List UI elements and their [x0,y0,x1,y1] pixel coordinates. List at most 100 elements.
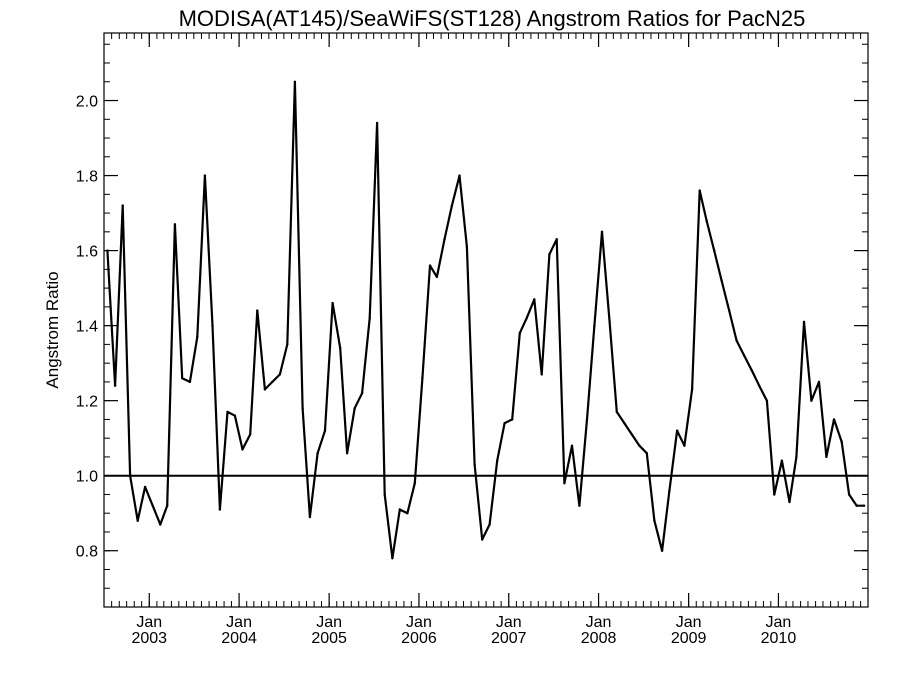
data-point [773,493,776,496]
data-point [780,459,784,462]
series-line [106,80,865,560]
data-point [817,380,821,384]
data-point [450,204,454,207]
data-point [241,448,244,451]
data-point [458,174,461,177]
plot-frame [103,32,869,608]
data-point [847,493,851,496]
data-point [548,253,551,256]
data-point [435,275,439,279]
data-point [615,410,618,414]
y-axis-label: Angstrom Ratio [43,271,62,388]
data-point [128,474,132,477]
y-tick-label: 1.6 [76,244,98,261]
y-tick-label: 1.8 [76,169,98,186]
data-point [406,512,409,515]
data-point [862,504,866,507]
data-point [188,380,192,384]
data-point [825,455,828,459]
x-tick-month-label: Jan [496,614,522,631]
y-tick-label: 0.8 [76,544,98,561]
data-point [473,463,476,466]
data-point [788,500,791,504]
data-point [638,444,641,447]
x-tick-year-label: 2003 [131,630,167,647]
data-point [600,230,604,233]
data-point [173,223,177,226]
data-point [421,377,424,380]
data-point [331,301,334,305]
data-point [570,444,574,447]
data-point [683,444,686,447]
x-tick-year-label: 2005 [311,630,347,647]
data-point [593,324,596,327]
data-point [743,354,746,357]
data-point [428,264,432,267]
data-point [398,508,401,511]
y-tick-label: 1.4 [76,319,98,336]
data-point [488,523,491,526]
data-point [840,440,843,444]
data-point [810,399,813,402]
data-point [233,414,237,417]
x-tick-month-label: Jan [316,614,342,631]
x-tick-month-label: Jan [136,614,162,631]
x-tick-month-label: Jan [226,614,252,631]
data-point [375,121,379,125]
data-point [360,392,364,395]
x-tick-month-label: Jan [586,614,612,631]
data-point [368,316,371,320]
data-point [578,504,581,507]
data-point [563,482,566,485]
data-points [106,80,866,560]
data-point [196,335,199,339]
x-tick-year-label: 2010 [761,630,797,647]
data-point [413,482,416,485]
data-point [623,422,626,425]
data-point [293,80,297,84]
data-point [249,433,252,436]
data-point [339,346,342,350]
data-point [465,245,469,248]
x-tick-year-label: 2009 [671,630,707,647]
data-point [698,189,701,192]
data-point [735,339,738,342]
data-point [113,384,117,387]
data-point [391,557,394,560]
data-point [353,407,356,410]
data-point [511,418,514,421]
data-point [503,422,506,425]
data-point [518,331,521,335]
data-point [263,388,267,391]
data-point [608,320,611,324]
data-point [481,538,484,541]
data-point [855,504,858,507]
data-point [121,204,124,207]
data-point [690,388,694,391]
data-point [256,309,259,312]
data-point [758,384,761,387]
data-point [151,504,154,507]
y-tick-label: 2.0 [76,94,98,111]
data-point [525,316,528,320]
data-point [720,279,723,282]
data-point [278,373,282,376]
data-point [630,433,633,436]
data-point [795,455,798,459]
data-point [533,298,536,301]
chart-title: MODISA(AT145)/SeaWiFS(ST128) Angstrom Ra… [179,6,806,31]
data-point [383,493,386,496]
data-point [308,515,312,519]
data-point [226,410,229,414]
data-point [443,238,446,241]
x-tick-year-label: 2007 [491,630,527,647]
data-point [713,249,716,252]
y-tick-label: 1.2 [76,394,98,411]
x-axis: Jan2003Jan2004Jan2005Jan2006Jan2007Jan20… [103,33,862,647]
data-point [728,309,731,312]
data-point [645,452,648,455]
x-tick-year-label: 2004 [221,630,257,647]
data-point [166,504,169,507]
data-point [218,508,222,511]
